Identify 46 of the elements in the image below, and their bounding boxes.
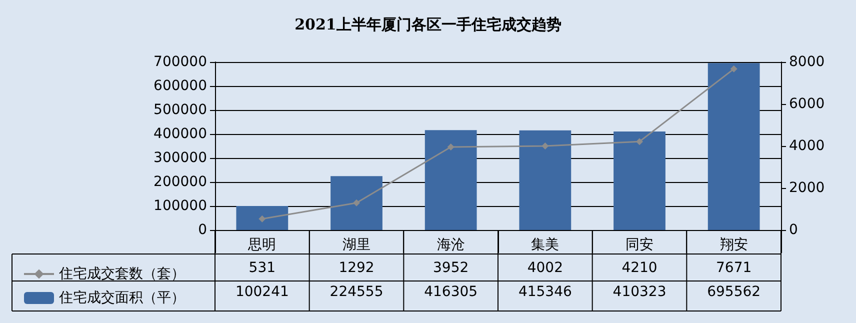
y-tick-label: 700000 — [154, 54, 207, 70]
point — [730, 65, 738, 72]
bar — [708, 63, 760, 230]
y-tick-label: 500000 — [154, 102, 207, 118]
y-tick-label: 300000 — [154, 150, 207, 166]
y-tick-label: 400000 — [154, 126, 207, 142]
data-label: 3952 — [433, 260, 469, 276]
y-tick-label: 600000 — [154, 78, 207, 94]
data-label: 1292 — [338, 260, 374, 276]
bar — [519, 130, 572, 230]
data-label: 7671 — [716, 260, 752, 276]
bar — [424, 130, 477, 230]
y-tick-label: 0 — [198, 222, 207, 238]
data-label: 695562 — [707, 284, 761, 300]
y2-tick-label: 4000 — [789, 138, 825, 154]
point — [447, 144, 454, 151]
data-label: 4002 — [527, 260, 563, 276]
bar — [614, 132, 666, 230]
legend-label: 住宅成交套数（套） — [58, 266, 185, 282]
y-tick-label: 100000 — [154, 198, 207, 214]
bar — [236, 206, 288, 230]
x-tick-label: 海沧 — [436, 237, 465, 253]
y2-tick-label: 8000 — [789, 54, 825, 70]
y-tick-label: 200000 — [154, 174, 207, 190]
x-tick-label: 同安 — [626, 237, 654, 253]
y2-tick-label: 0 — [789, 222, 798, 238]
x-tick-label: 集美 — [531, 237, 560, 253]
x-tick-label: 翔安 — [720, 237, 748, 253]
point — [258, 215, 266, 222]
data-label: 415346 — [518, 284, 572, 300]
data-label: 410323 — [612, 284, 666, 300]
data-label: 4210 — [622, 260, 658, 276]
data-label: 531 — [248, 260, 276, 276]
point — [353, 199, 360, 206]
y2-tick-label: 2000 — [789, 180, 825, 196]
point — [636, 138, 643, 146]
y2-tick-label: 6000 — [789, 96, 825, 112]
data-label: 224555 — [330, 284, 384, 300]
x-tick-label: 湖里 — [342, 237, 370, 253]
data-label: 100241 — [235, 284, 289, 300]
data-label: 416305 — [424, 284, 478, 300]
x-tick-label: 思明 — [247, 237, 276, 253]
bar — [330, 176, 382, 230]
legend-label: 住宅成交面积（平） — [58, 290, 185, 306]
chart-title: 2021上半年厦门各区一手住宅成交趋势 — [294, 16, 562, 34]
point — [542, 142, 549, 150]
